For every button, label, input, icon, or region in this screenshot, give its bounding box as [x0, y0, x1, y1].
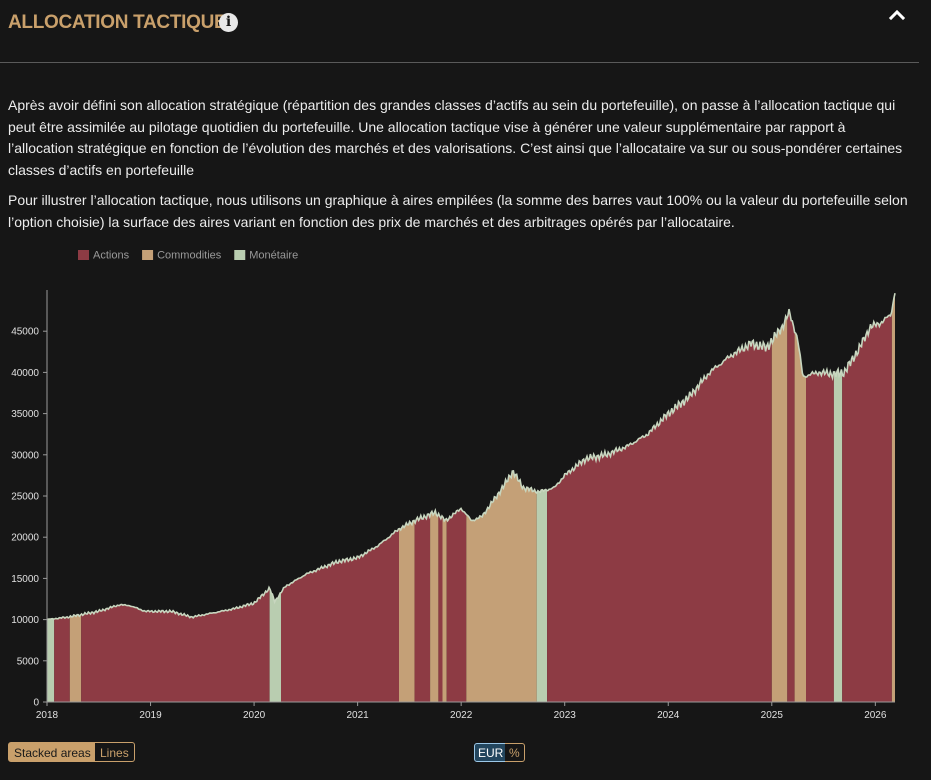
y-tick-label-8: 40000 — [11, 368, 39, 379]
area-commodities-21 — [891, 291, 895, 702]
y-tick-label-3: 15000 — [11, 574, 39, 585]
y-tick-label-6: 30000 — [11, 450, 39, 461]
legend-swatch-1 — [142, 250, 154, 260]
area-monétaire-13 — [536, 489, 548, 702]
area-actions-7 — [414, 514, 431, 702]
x-tick-label-8: 2026 — [864, 710, 887, 721]
area-commodities-10 — [442, 517, 447, 702]
area-actions-3 — [81, 587, 270, 702]
x-tick-label-6: 2024 — [657, 710, 680, 721]
x-tick-label-3: 2021 — [346, 710, 369, 721]
legend-label-2: Monétaire — [249, 250, 298, 262]
area-actions-14 — [547, 338, 772, 702]
y-tick-label-2: 10000 — [11, 615, 39, 626]
x-tick-label-7: 2025 — [761, 710, 784, 721]
y-tick-label-4: 20000 — [11, 533, 39, 544]
legend-swatch-0 — [78, 250, 89, 260]
x-tick-label-5: 2023 — [554, 710, 577, 721]
info-icon[interactable]: i — [219, 13, 238, 32]
area-actions-9 — [438, 513, 443, 702]
legend-swatch-2 — [234, 250, 246, 260]
section-title: ALLOCATION TACTIQUE — [8, 12, 227, 33]
stacked-areas-button[interactable]: Stacked areas — [8, 742, 97, 762]
section-header[interactable]: ALLOCATION TACTIQUE i — [0, 0, 919, 63]
area-monétaire-0 — [47, 618, 55, 702]
area-actions-18 — [806, 369, 834, 702]
x-tick-label-2: 2020 — [243, 710, 266, 721]
area-commodities-2 — [69, 614, 82, 702]
area-actions-1 — [54, 616, 70, 702]
area-actions-16 — [787, 309, 795, 702]
legend-label-0: Actions — [93, 250, 130, 262]
y-tick-label-1: 5000 — [17, 656, 40, 667]
legend-label-1: Commodities — [157, 250, 222, 262]
y-tick-label-7: 35000 — [11, 409, 39, 420]
area-monétaire-4 — [269, 588, 281, 702]
x-tick-label-0: 2018 — [36, 710, 59, 721]
total-outline-line — [46, 293, 896, 621]
area-commodities-15 — [771, 316, 788, 702]
area-monétaire-19 — [833, 369, 843, 702]
y-tick-label-9: 45000 — [11, 327, 39, 338]
area-actions-11 — [446, 508, 467, 702]
description-paragraph-2: Pour illustrer l’allocation tactique, no… — [8, 192, 908, 230]
description-paragraph-1: Après avoir défini son allocation straté… — [8, 97, 903, 178]
area-commodities-12 — [466, 470, 537, 702]
area-actions-20 — [842, 309, 892, 702]
x-tick-label-1: 2019 — [139, 710, 162, 721]
eur-unit-button[interactable]: EUR — [474, 743, 508, 762]
chevron-up-icon[interactable] — [887, 6, 907, 22]
x-tick-label-4: 2022 — [450, 710, 473, 721]
stacked-area-chart: Actions Commodities Monétaire 0 5000 10000 150… — [11, 250, 896, 721]
y-tick-label-0: 0 — [33, 698, 39, 709]
area-commodities-6 — [399, 520, 415, 702]
area-commodities-17 — [794, 329, 806, 702]
area-actions-5 — [281, 528, 399, 702]
y-tick-label-5: 25000 — [11, 492, 39, 503]
percent-unit-button[interactable]: % — [505, 743, 525, 762]
lines-button[interactable]: Lines — [95, 742, 135, 762]
area-commodities-8 — [430, 510, 439, 702]
